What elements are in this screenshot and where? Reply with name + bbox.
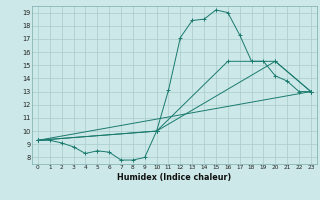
X-axis label: Humidex (Indice chaleur): Humidex (Indice chaleur) bbox=[117, 173, 232, 182]
